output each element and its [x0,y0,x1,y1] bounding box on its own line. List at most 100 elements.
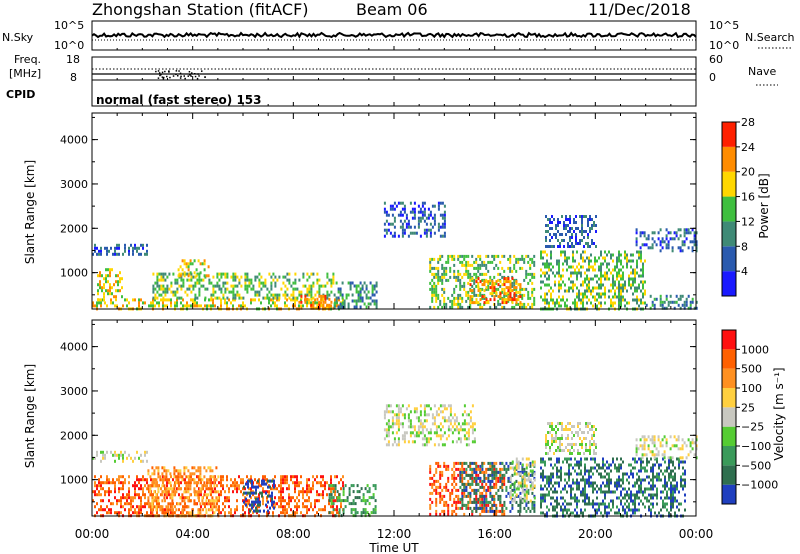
power-cell [136,246,138,250]
power-cell [469,302,472,306]
velocity-cell [267,485,269,489]
velocity-cell [552,505,554,509]
velocity-cell [397,422,400,426]
velocity-cell [566,472,568,476]
velocity-cell [163,475,166,479]
power-cell [439,213,442,217]
power-cell [413,201,416,205]
power-cell [509,292,512,296]
velocity-cell [441,488,444,492]
power-cell [632,292,634,296]
velocity-cell [222,475,224,479]
velocity-cell [499,509,502,513]
power-cell [186,278,189,282]
velocity-cell [102,453,104,457]
power-cell [258,298,260,302]
velocity-cell [249,503,251,507]
velocity-cell [262,496,264,500]
power-cell [316,278,319,282]
power-cell [336,301,338,305]
power-cell [294,298,296,302]
velocity-cell [138,481,140,485]
velocity-cell [425,404,428,408]
power-cell [212,284,215,288]
velocity-cell [497,509,500,513]
velocity-cell [479,491,482,495]
power-cell [453,269,456,273]
velocity-cell [397,428,400,432]
velocity-cell [222,487,224,491]
velocity-cell [322,508,324,512]
power-cell [441,281,444,285]
velocity-cell [624,487,626,491]
velocity-cell [256,511,258,515]
power-cell [596,274,598,278]
power-cell [491,289,494,293]
velocity-cell [266,505,268,509]
power-cell [401,207,404,211]
power-cell [427,228,430,232]
power-cell [551,215,553,218]
velocity-cell [161,472,164,476]
power-cell [616,262,618,266]
power-cell [523,278,526,282]
power-cell [328,278,331,282]
velocity-cell [177,481,180,485]
power-cell [411,210,414,214]
power-cell [489,260,492,264]
velocity-cell [174,490,176,494]
power-cell [560,250,562,254]
velocity-cell [630,496,632,500]
power-cell [316,297,319,301]
power-cell [437,293,440,297]
velocity-cell [435,431,438,435]
power-cell [695,300,698,304]
velocity-cell [346,496,349,500]
velocity-cell [228,496,230,500]
velocity-cell [471,467,474,471]
velocity-cell [134,490,136,494]
power-cell [487,287,490,291]
velocity-cell [513,466,516,470]
power-cell [405,213,408,217]
power-cell [547,224,549,227]
power-cell [581,239,583,242]
velocity-cell [234,481,236,485]
power-cell [164,272,167,276]
velocity-cell [211,508,214,512]
power-cell [389,231,392,235]
power-cell [439,257,442,261]
velocity-cell [634,484,636,488]
power-cell [431,299,434,303]
power-cell [190,284,193,288]
velocity-cell [385,443,388,447]
power-cell [593,224,595,227]
power-cell [531,272,534,276]
velocity-cell [503,479,506,483]
velocity-cell [576,472,578,476]
velocity-cell [272,511,274,515]
velocity-cell [205,487,208,491]
power-cell [451,302,454,306]
velocity-cell [556,499,558,503]
velocity-cell [566,502,568,506]
velocity-cell [415,407,418,411]
velocity-cell [106,511,108,515]
power-cell [180,287,183,291]
power-cell [581,215,583,218]
velocity-cell [475,494,478,498]
power-cell [540,280,542,284]
power-cell [188,284,191,288]
velocity-cell [612,505,614,509]
velocity-cell [459,473,462,477]
velocity-cell [236,490,238,494]
velocity-cell [118,499,120,503]
freq-point [169,76,171,79]
power-cell [439,225,442,229]
power-cell [156,301,158,305]
velocity-cell [622,481,624,485]
velocity-cell [554,505,556,509]
power-cell [205,274,208,278]
power-cell [675,294,678,298]
velocity-cell [521,497,524,501]
